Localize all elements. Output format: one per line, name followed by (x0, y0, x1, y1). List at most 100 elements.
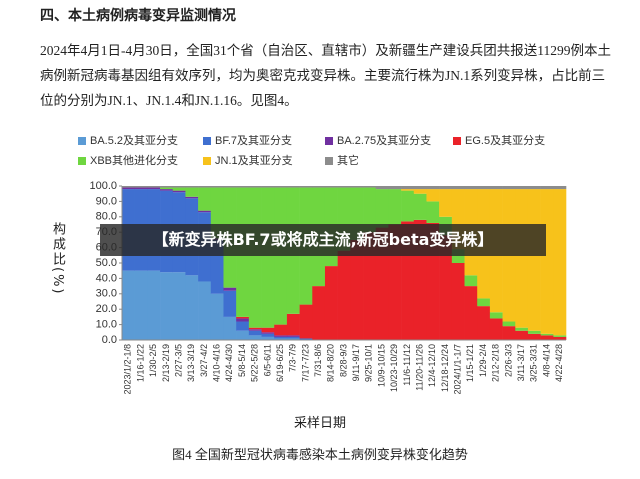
x-tick-label: 12/4-12/10 (427, 344, 437, 387)
bar-segment (122, 270, 135, 340)
bar-segment (185, 196, 199, 199)
bar-segment (324, 266, 338, 340)
bar-segment (210, 186, 224, 188)
bar-segment (401, 190, 415, 222)
legend-label: 其它 (337, 153, 359, 167)
bar-segment (248, 330, 262, 336)
x-tick-label: 10/9-10/15 (376, 344, 386, 387)
bar-segment (350, 186, 364, 188)
x-tick-label: 11/20-11/26 (414, 344, 424, 391)
bar-segment (337, 250, 351, 340)
bar-segment (160, 187, 174, 190)
x-tick-label: 9/11-9/17 (351, 344, 361, 381)
bar-segment (515, 330, 529, 340)
bar-segment (426, 189, 440, 202)
y-tick-label: 30.0 (96, 288, 117, 300)
legend-label: XBB其他进化分支 (90, 153, 178, 167)
heading: 四、本土病例病毒变异监测情况 (40, 9, 236, 24)
bar-segment (261, 187, 275, 328)
x-tick-label: 4/8-4/14 (541, 344, 551, 377)
bar-segment (248, 327, 262, 330)
bar-segment (553, 189, 567, 336)
bar-segment (160, 189, 174, 191)
bar-segment (248, 187, 262, 328)
bar-segment (286, 338, 300, 340)
x-tick-label: 2023/1/2-1/8 (123, 344, 133, 395)
bar-segment (274, 186, 288, 188)
bar-segment (274, 187, 288, 325)
legend-swatch (203, 157, 211, 165)
y-tick-label: 40.0 (96, 272, 117, 284)
bar-segment (198, 281, 212, 340)
bar-segment (451, 263, 465, 340)
bar-segment (363, 232, 377, 340)
bar-segment (172, 187, 186, 191)
y-axis-label: 构成比(%) (50, 222, 65, 296)
bar-segment (160, 186, 174, 188)
y-tick-label: 10.0 (96, 319, 117, 331)
x-tick-label: 2/26-3/3 (503, 344, 513, 377)
bar-segment (477, 298, 491, 307)
bar-segment (172, 186, 186, 188)
bar-segment (489, 318, 503, 340)
bar-segment (375, 189, 389, 228)
y-tick-label: 0.0 (102, 334, 117, 346)
bar-segment (324, 186, 338, 188)
bar-segment (515, 189, 529, 328)
bar-segment (350, 239, 364, 340)
bar-segment (299, 304, 313, 339)
bar-segment (261, 336, 275, 340)
bar-segment (553, 335, 567, 337)
legend-label: BF.7及其亚分支 (215, 134, 292, 147)
x-tick-label: 3/11-3/17 (516, 344, 526, 381)
bar-segment (375, 186, 389, 190)
bar-segment (553, 336, 567, 340)
bar-segment (312, 286, 326, 340)
bar-segment (248, 186, 262, 188)
bar-segment (198, 210, 212, 213)
y-tick-label: 80.0 (96, 211, 117, 223)
bar-segment (477, 186, 491, 190)
y-tick-label: 20.0 (96, 303, 117, 315)
bar-segment (299, 186, 313, 188)
bar-segment (413, 189, 427, 194)
legend-swatch (325, 157, 333, 165)
y-tick-label: 100.0 (89, 180, 117, 192)
bar-segment (236, 330, 250, 340)
bar-segment (286, 313, 300, 336)
bar-segment (286, 336, 300, 339)
bar-segment (236, 316, 250, 319)
bar-segment (274, 335, 288, 337)
caption: 图4 全国新型冠状病毒感染本土病例变异株变化趋势 (172, 447, 468, 462)
x-tick-label: 5/8-5/14 (237, 344, 247, 377)
bar-segment (223, 287, 237, 291)
bar-segment (261, 332, 275, 334)
bar-segment (363, 186, 377, 188)
x-tick-label: 9/25-10/1 (364, 344, 374, 382)
x-tick-label: 2/12-2/18 (491, 344, 501, 382)
x-tick-label: 11/6-11/12 (402, 344, 412, 386)
x-tick-label: 1/29-2/4 (478, 344, 488, 377)
bar-segment (185, 186, 199, 188)
x-tick-label: 2/27-3/5 (173, 344, 183, 377)
bar-segment (451, 186, 465, 190)
x-tick-label: 8/14-8/20 (326, 344, 336, 382)
x-tick-label: 12/18-12/24 (440, 344, 450, 392)
bar-segment (553, 186, 567, 190)
x-tick-label: 4/10-4/16 (212, 344, 222, 382)
bar-segment (439, 235, 453, 340)
bar-segment (160, 272, 174, 340)
bar-segment (198, 187, 212, 211)
bar-segment (477, 306, 491, 340)
bar-segment (489, 312, 503, 319)
bar-segment (286, 186, 300, 188)
x-tick-label: 1/16-1/22 (135, 344, 145, 382)
x-tick-label: 4/22-4/28 (554, 344, 564, 382)
x-tick-label: 6/5-6/11 (262, 344, 272, 376)
bar-segment (388, 189, 402, 225)
bar-segment (274, 338, 288, 340)
legend-label: EG.5及其亚分支 (465, 134, 545, 147)
bar-segment (223, 186, 237, 188)
